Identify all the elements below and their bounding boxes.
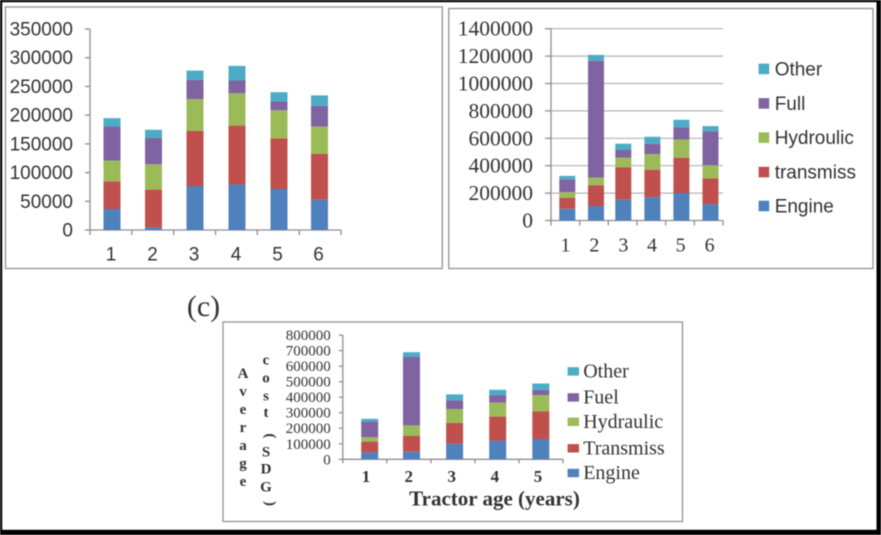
svg-text:4: 4 <box>231 245 242 266</box>
svg-text:300000: 300000 <box>286 406 331 422</box>
svg-text:A: A <box>238 366 249 382</box>
svg-text:0: 0 <box>323 452 331 468</box>
svg-text:c: c <box>263 353 270 369</box>
svg-text:2: 2 <box>147 245 158 266</box>
svg-text:t: t <box>264 405 269 421</box>
svg-text:Tractor age (years): Tractor age (years) <box>409 487 580 511</box>
svg-text:600000: 600000 <box>469 126 534 150</box>
svg-text:5: 5 <box>676 235 686 257</box>
svg-text:400000: 400000 <box>286 390 331 406</box>
svg-text:800000: 800000 <box>469 99 534 123</box>
svg-text:S: S <box>262 445 270 461</box>
svg-text:2: 2 <box>404 467 413 486</box>
svg-text:D: D <box>261 462 272 478</box>
svg-text:400000: 400000 <box>469 154 534 178</box>
svg-text:3: 3 <box>618 235 628 257</box>
svg-text:Hydroulic: Hydroulic <box>775 128 854 149</box>
svg-text:Hydraulic: Hydraulic <box>583 411 663 433</box>
svg-text:800000: 800000 <box>286 328 331 344</box>
svg-text:600000: 600000 <box>286 359 331 375</box>
svg-text:e: e <box>240 474 247 490</box>
svg-text:5: 5 <box>272 245 283 266</box>
svg-text:Transmiss: Transmiss <box>583 437 665 459</box>
svg-text:Full: Full <box>775 94 806 115</box>
svg-text:200000: 200000 <box>10 106 73 127</box>
svg-text:100000: 100000 <box>286 437 331 453</box>
svg-text:50000: 50000 <box>20 192 73 213</box>
svg-text:150000: 150000 <box>10 134 73 155</box>
svg-text:200000: 200000 <box>286 421 331 437</box>
svg-text:700000: 700000 <box>286 344 331 360</box>
svg-text:500000: 500000 <box>286 375 331 391</box>
svg-text:(c): (c) <box>187 290 220 323</box>
svg-text:Engine: Engine <box>775 197 834 218</box>
svg-text:300000: 300000 <box>10 48 73 69</box>
svg-text:3: 3 <box>189 245 200 266</box>
svg-text:transmiss: transmiss <box>775 163 856 184</box>
svg-text:1: 1 <box>362 467 371 486</box>
svg-text:200000: 200000 <box>469 181 534 205</box>
svg-text:v: v <box>239 384 247 400</box>
svg-text:0: 0 <box>62 221 73 242</box>
svg-text:): ) <box>262 501 278 506</box>
svg-text:g: g <box>239 456 247 472</box>
svg-text:G: G <box>260 480 272 496</box>
svg-text:Engine: Engine <box>583 462 640 484</box>
svg-text:1000000: 1000000 <box>458 72 533 96</box>
svg-text:350000: 350000 <box>10 20 73 41</box>
svg-text:2: 2 <box>589 235 599 257</box>
svg-text:1400000: 1400000 <box>458 17 533 41</box>
svg-text:r: r <box>240 420 247 436</box>
svg-text:6: 6 <box>313 245 324 266</box>
svg-text:(: ( <box>262 433 278 438</box>
svg-text:e: e <box>240 402 247 418</box>
svg-text:1: 1 <box>561 235 571 257</box>
svg-text:a: a <box>239 438 247 454</box>
svg-text:1200000: 1200000 <box>458 44 533 68</box>
svg-text:4: 4 <box>491 467 500 486</box>
svg-text:4: 4 <box>647 235 657 257</box>
svg-text:0: 0 <box>522 209 533 233</box>
svg-text:6: 6 <box>705 235 715 257</box>
svg-text:o: o <box>262 371 270 387</box>
svg-text:1: 1 <box>106 245 117 266</box>
svg-text:250000: 250000 <box>10 77 73 98</box>
svg-text:Other: Other <box>775 59 823 80</box>
svg-text:3: 3 <box>448 467 457 486</box>
svg-text:Other: Other <box>583 360 629 382</box>
svg-text:100000: 100000 <box>10 163 73 184</box>
svg-text:s: s <box>263 389 269 405</box>
svg-text:Fuel: Fuel <box>583 386 619 408</box>
svg-text:5: 5 <box>534 467 543 486</box>
